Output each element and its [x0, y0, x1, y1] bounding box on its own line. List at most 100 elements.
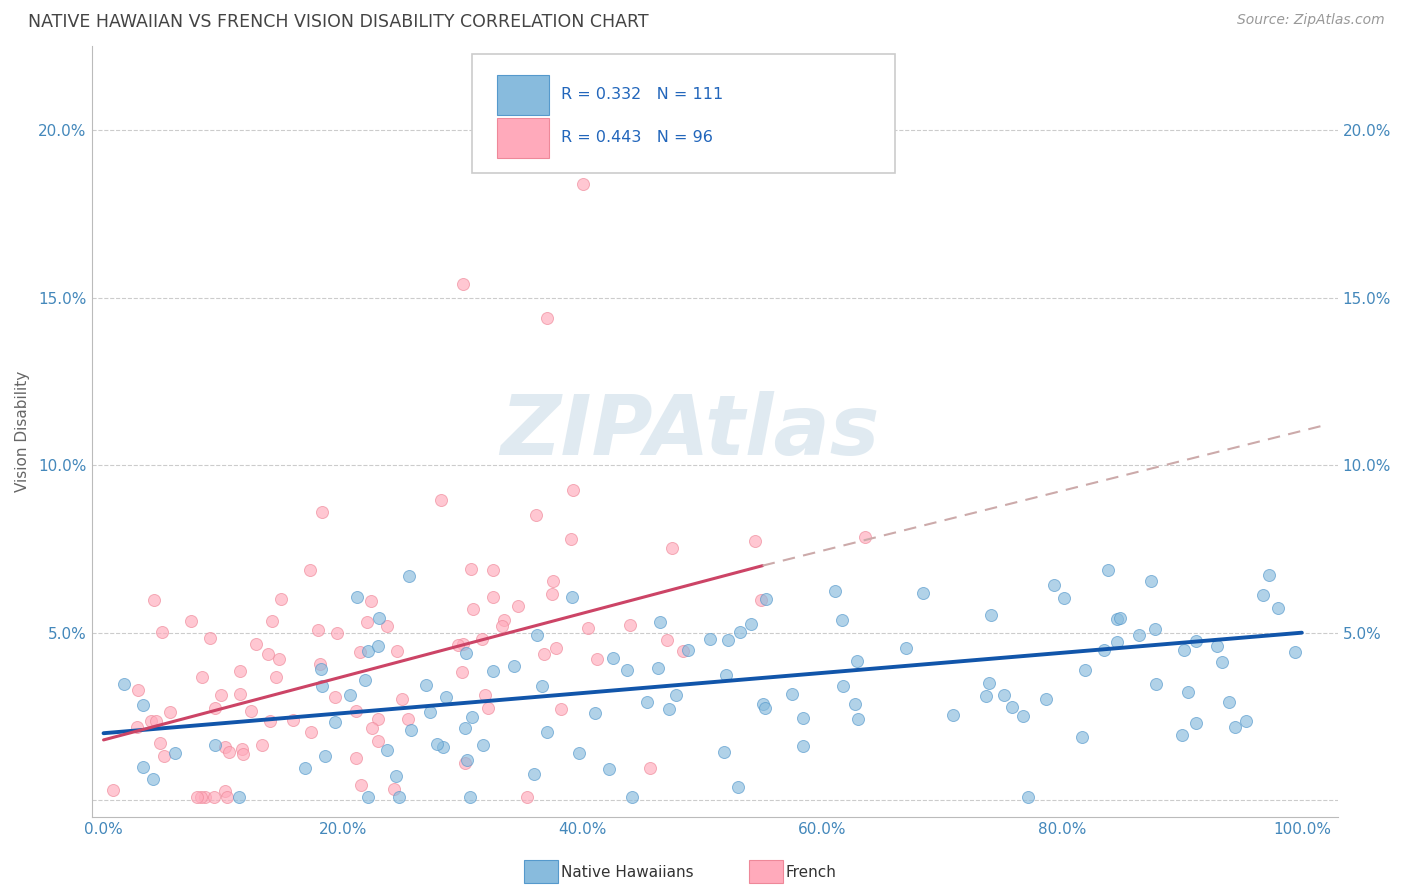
- Point: [1105, 635, 1128, 649]
- Point: [202, 789, 225, 804]
- Point: [204, 701, 226, 715]
- Point: [665, 688, 688, 702]
- Point: [426, 737, 449, 751]
- Point: [159, 706, 181, 720]
- Point: [326, 625, 349, 640]
- Point: [568, 746, 591, 760]
- Point: [1139, 574, 1161, 589]
- Point: [375, 742, 398, 756]
- Point: [127, 682, 149, 697]
- Point: [193, 789, 215, 804]
- Point: [354, 673, 377, 687]
- Point: [229, 686, 252, 700]
- Point: [314, 748, 336, 763]
- Point: [502, 659, 524, 673]
- Point: [658, 701, 681, 715]
- Point: [699, 632, 721, 646]
- Point: [526, 628, 548, 642]
- Point: [648, 615, 671, 629]
- Point: [713, 745, 735, 759]
- Point: [218, 745, 240, 759]
- Point: [367, 712, 389, 726]
- Point: [585, 652, 607, 666]
- Point: [430, 492, 453, 507]
- Point: [896, 641, 918, 656]
- Point: [256, 647, 278, 661]
- Point: [311, 679, 333, 693]
- Point: [602, 651, 624, 665]
- Point: [311, 505, 333, 519]
- Point: [1043, 578, 1066, 592]
- Point: [516, 789, 538, 804]
- Point: [544, 641, 567, 656]
- Point: [432, 740, 454, 755]
- Point: [541, 574, 564, 589]
- Point: [153, 749, 176, 764]
- Point: [209, 688, 232, 702]
- Point: [1218, 695, 1240, 709]
- FancyBboxPatch shape: [496, 75, 548, 115]
- Text: Native Hawaiians: Native Hawaiians: [561, 865, 693, 880]
- Point: [214, 740, 236, 755]
- Point: [228, 789, 250, 804]
- Point: [294, 761, 316, 775]
- Point: [676, 642, 699, 657]
- Point: [744, 533, 766, 548]
- Point: [298, 563, 321, 577]
- Point: [1251, 588, 1274, 602]
- Point: [419, 706, 441, 720]
- Point: [754, 591, 776, 606]
- Point: [1185, 716, 1208, 731]
- Point: [912, 586, 935, 600]
- Point: [311, 662, 333, 676]
- Point: [349, 645, 371, 659]
- Point: [561, 483, 583, 497]
- Point: [308, 657, 330, 672]
- Point: [1035, 691, 1057, 706]
- Point: [1206, 640, 1229, 654]
- Point: [1105, 612, 1128, 626]
- Point: [1184, 634, 1206, 648]
- Point: [550, 702, 572, 716]
- Point: [451, 277, 474, 292]
- Point: [583, 706, 606, 721]
- Point: [1223, 720, 1246, 734]
- Point: [143, 592, 166, 607]
- Point: [482, 590, 505, 604]
- Text: Source: ZipAtlas.com: Source: ZipAtlas.com: [1237, 13, 1385, 28]
- Point: [245, 637, 267, 651]
- Point: [524, 508, 547, 523]
- Text: French: French: [786, 865, 837, 880]
- Point: [307, 623, 329, 637]
- Point: [361, 721, 384, 735]
- Point: [357, 789, 380, 804]
- Point: [217, 789, 239, 804]
- Point: [780, 687, 803, 701]
- Point: [456, 753, 478, 767]
- Point: [531, 679, 554, 693]
- Point: [456, 646, 478, 660]
- Point: [385, 644, 408, 658]
- Point: [640, 761, 662, 775]
- Point: [619, 617, 641, 632]
- Point: [415, 678, 437, 692]
- Point: [259, 714, 281, 729]
- Point: [270, 591, 292, 606]
- Point: [1097, 563, 1119, 577]
- Point: [229, 665, 252, 679]
- Point: [523, 767, 546, 781]
- Point: [1012, 709, 1035, 723]
- Point: [491, 619, 513, 633]
- Point: [388, 789, 411, 804]
- Point: [204, 738, 226, 752]
- Point: [145, 714, 167, 728]
- Point: [636, 694, 658, 708]
- Text: R = 0.443   N = 96: R = 0.443 N = 96: [561, 130, 713, 145]
- Point: [1173, 643, 1195, 657]
- Point: [977, 676, 1000, 690]
- Point: [461, 710, 484, 724]
- Point: [163, 746, 186, 760]
- Point: [974, 690, 997, 704]
- Point: [454, 721, 477, 735]
- Point: [533, 647, 555, 661]
